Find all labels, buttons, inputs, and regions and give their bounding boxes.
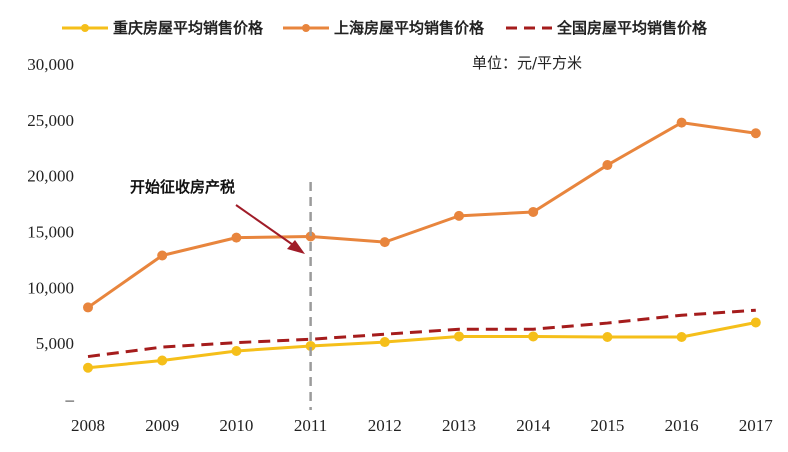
y-tick-label: – <box>65 390 75 409</box>
data-point <box>750 317 761 328</box>
legend-item-chongqing: 重庆房屋平均销售价格 <box>62 19 264 37</box>
data-point <box>602 332 613 343</box>
y-tick-label: 30,000 <box>27 55 74 74</box>
annotation-arrow <box>235 204 297 248</box>
data-point <box>305 340 316 351</box>
data-point <box>231 232 242 243</box>
y-tick-label: 10,000 <box>27 278 74 297</box>
data-point <box>231 345 242 356</box>
series-line <box>87 321 757 370</box>
legend-label: 全国房屋平均销售价格 <box>556 19 708 37</box>
x-tick-label: 2008 <box>71 416 105 435</box>
legend: 重庆房屋平均销售价格 上海房屋平均销售价格 全国房屋平均销售价格 <box>62 19 708 37</box>
y-tick-label: 5,000 <box>36 334 74 353</box>
data-point <box>157 355 168 366</box>
data-point <box>676 117 687 128</box>
data-point <box>379 337 390 348</box>
data-point <box>83 302 93 313</box>
legend-item-shanghai: 上海房屋平均销售价格 <box>283 19 485 37</box>
series-line <box>87 308 756 359</box>
data-point <box>305 231 316 242</box>
x-tick-label: 2013 <box>442 416 476 435</box>
series-line <box>87 121 757 309</box>
y-tick-label: 20,000 <box>27 167 74 186</box>
annotation-label: 开始征收房产税 <box>130 178 235 196</box>
x-tick-label: 2014 <box>516 416 551 435</box>
y-tick-label: 25,000 <box>27 111 74 130</box>
data-point <box>528 206 539 217</box>
x-tick-label: 2010 <box>219 416 253 435</box>
x-tick-label: 2017 <box>739 416 774 435</box>
data-point <box>750 128 761 139</box>
data-point <box>676 332 687 343</box>
data-point <box>379 237 390 248</box>
plot-area <box>83 117 761 373</box>
data-point <box>157 250 168 261</box>
y-axis: 30,000 25,000 20,000 15,000 10,000 5,000 – <box>27 55 74 409</box>
legend-item-national: 全国房屋平均销售价格 <box>506 19 708 37</box>
x-tick-label: 2015 <box>590 416 624 435</box>
data-point <box>454 331 464 342</box>
x-tick-label: 2012 <box>368 416 402 435</box>
data-point <box>83 362 93 373</box>
x-tick-label: 2011 <box>294 416 327 435</box>
data-point <box>528 331 539 342</box>
y-tick-label: 15,000 <box>27 223 74 242</box>
legend-label: 上海房屋平均销售价格 <box>334 19 485 37</box>
annotation-arrowhead <box>287 240 305 254</box>
annotation: 开始征收房产税 <box>130 178 312 410</box>
data-point <box>602 160 613 171</box>
legend-label: 重庆房屋平均销售价格 <box>113 19 264 37</box>
unit-label: 单位：元/平方米 <box>472 54 582 72</box>
x-tick-label: 2009 <box>145 416 179 435</box>
x-axis: 2008 2009 2010 2011 2012 2013 2014 2015 2016 2017 <box>71 416 773 435</box>
x-tick-label: 2016 <box>665 416 699 435</box>
data-point <box>454 210 464 221</box>
